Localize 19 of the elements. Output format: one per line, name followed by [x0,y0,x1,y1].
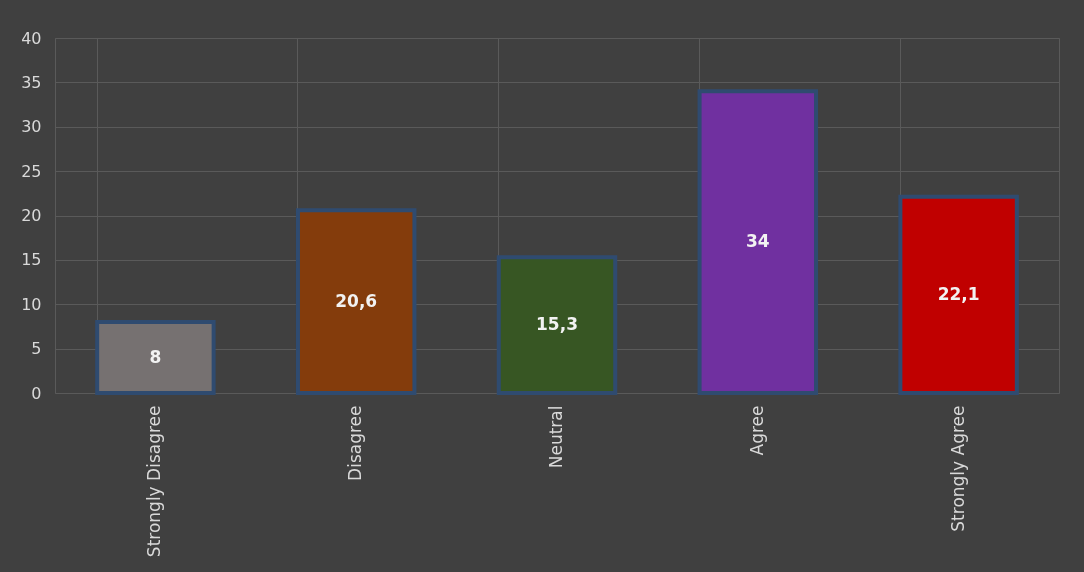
x-tick-label: Strongly Agree [947,405,968,532]
y-tick-label: 5 [31,339,42,359]
y-tick-label: 40 [21,28,42,48]
y-tick-label: 35 [21,72,42,92]
data-label: 15,3 [536,314,578,335]
data-label: 20,6 [335,290,378,311]
y-tick-label: 20 [21,206,42,225]
data-label: 34 [745,231,770,252]
y-tick-label: 10 [21,294,42,314]
x-tick-label: Neutral [546,405,566,469]
x-tick-label: Agree [746,405,767,456]
y-tick-label: 25 [21,161,42,181]
y-tick-label: 30 [21,117,42,137]
y-tick-label: 0 [31,383,42,403]
x-tick-label: Strongly Disagree [144,405,165,558]
y-tick-label: 15 [21,250,42,270]
data-label: 8 [149,346,162,367]
x-tick-label: Disagree [345,405,366,481]
data-label: 22,1 [937,283,980,304]
